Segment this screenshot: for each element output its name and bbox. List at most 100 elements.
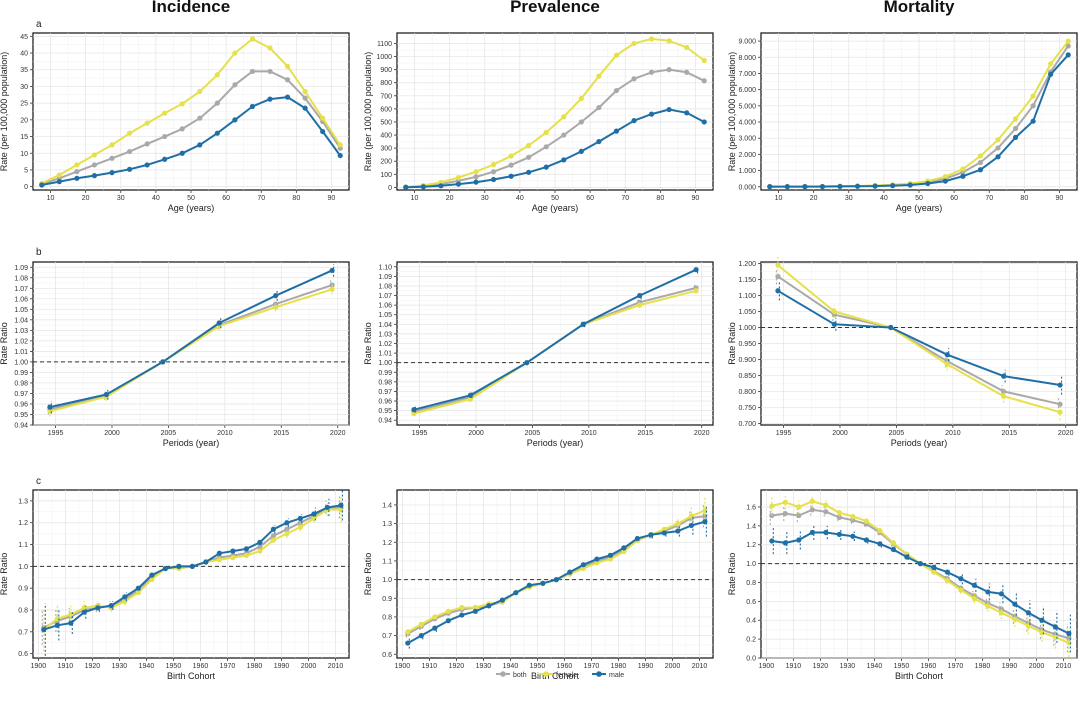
x-tick-label: 2000 xyxy=(665,663,681,670)
x-tick-label: 1980 xyxy=(247,663,263,670)
data-point xyxy=(796,537,802,543)
y-tick-label: 0.900 xyxy=(738,357,756,364)
x-tick-label: 2000 xyxy=(832,430,848,437)
y-tick-label: 0.95 xyxy=(14,412,28,419)
data-point xyxy=(877,541,883,547)
y-tick-label: 1.08 xyxy=(378,283,392,290)
row-letter-c: c xyxy=(36,476,41,487)
y-tick-label: 0.850 xyxy=(738,373,756,380)
y-tick-label: 600 xyxy=(380,106,392,113)
data-point xyxy=(661,530,667,536)
y-axis-title: Rate Ratio xyxy=(727,322,737,365)
data-point xyxy=(508,162,514,168)
data-point xyxy=(621,545,627,551)
data-point xyxy=(890,183,896,189)
y-tick-label: 0.8 xyxy=(746,580,756,587)
data-point xyxy=(135,585,141,591)
data-point xyxy=(995,154,1001,160)
data-point xyxy=(1012,116,1019,122)
panel-a-mortality: 10 20 30 40 50 60 70 80 90 0.000 1.000 2.000 3.000 4.… xyxy=(727,32,1078,213)
y-tick-label: 100 xyxy=(380,172,392,179)
data-point xyxy=(249,103,256,110)
x-axis-title: Birth Cohort xyxy=(167,671,216,681)
x-tick-label: 1940 xyxy=(867,663,883,670)
data-point xyxy=(179,126,185,132)
data-point xyxy=(917,561,923,567)
data-point xyxy=(109,155,115,161)
data-point xyxy=(432,614,438,620)
x-tick-label: 70 xyxy=(257,195,265,202)
data-point xyxy=(418,621,424,628)
y-tick-label: 5 xyxy=(24,167,28,174)
series-line xyxy=(413,268,697,411)
legend-label-both: both xyxy=(513,672,527,679)
data-point xyxy=(823,529,829,536)
data-point xyxy=(490,169,497,175)
chart-panels: 10 20 30 40 50 60 70 80 90051015202530354045Age … xyxy=(0,32,1078,681)
y-tick-label: 8.000 xyxy=(738,55,756,62)
data-point xyxy=(995,145,1001,151)
y-axis-title: Rate (per 100,000 population) xyxy=(0,52,9,172)
data-point xyxy=(767,184,773,190)
data-point xyxy=(526,154,532,160)
data-point xyxy=(230,555,236,561)
data-point xyxy=(216,320,222,326)
x-tick-label: 1970 xyxy=(948,663,964,670)
x-tick-label: 70 xyxy=(985,195,993,202)
data-point xyxy=(203,559,209,565)
data-point xyxy=(775,288,781,294)
y-tick-label: 900 xyxy=(380,67,392,74)
series-both xyxy=(403,67,707,190)
y-axis: 0.700 0.750 0.800 0.850 0.900 0.950 1.000 1.050… xyxy=(738,261,1077,428)
y-tick-label: 1.07 xyxy=(378,293,392,300)
data-point xyxy=(103,391,109,398)
data-point xyxy=(578,119,584,125)
legend-label-female: female xyxy=(556,672,577,679)
series-male xyxy=(405,506,708,649)
data-point xyxy=(126,166,133,172)
y-tick-label: 45 xyxy=(20,34,28,41)
y-tick-label: 1.01 xyxy=(14,349,28,356)
panel-a-incidence: 10 20 30 40 50 60 70 80 90 0 5 10 15 20 25 30 35 40 45 Age … xyxy=(0,32,350,213)
data-point xyxy=(232,117,238,123)
y-tick-label: 1.3 xyxy=(382,521,392,528)
x-tick-label: 1990 xyxy=(274,663,290,670)
data-point xyxy=(567,569,573,575)
x-tick-label: 1970 xyxy=(220,663,236,670)
x-tick-label: 2010 xyxy=(328,663,344,670)
data-point xyxy=(1057,409,1063,415)
y-axis-title: Rate Ratio xyxy=(0,322,9,365)
y-tick-label: 5.000 xyxy=(738,103,756,110)
series-line xyxy=(41,38,342,185)
series-both xyxy=(39,68,343,187)
x-tick-label: 1960 xyxy=(193,663,209,670)
y-tick-label: 7.000 xyxy=(738,71,756,78)
data-point xyxy=(320,115,326,121)
x-tick-label: 1930 xyxy=(840,663,856,670)
data-point xyxy=(971,582,977,588)
data-point xyxy=(267,68,273,75)
data-point xyxy=(701,57,707,64)
data-point xyxy=(648,532,654,538)
x-tick-label: 1910 xyxy=(786,663,802,670)
data-point xyxy=(144,141,150,147)
data-point xyxy=(144,120,150,126)
y-tick-label: 1.4 xyxy=(382,502,392,509)
x-tick-label: 1960 xyxy=(557,663,573,670)
data-point xyxy=(420,184,426,190)
x-tick-label: 2000 xyxy=(1029,663,1045,670)
x-tick-label: 2010 xyxy=(1056,663,1072,670)
data-point xyxy=(802,184,808,190)
y-tick-label: 0.700 xyxy=(738,421,756,428)
x-tick-label: 60 xyxy=(950,195,958,202)
data-point xyxy=(819,184,826,190)
x-tick-label: 10 xyxy=(47,195,55,202)
panel-b-mortality: 1995 2000 2005 2010 2015 20200.7000.7500.8000… xyxy=(727,255,1078,448)
data-point xyxy=(95,605,101,611)
data-point xyxy=(455,174,462,181)
data-point xyxy=(836,514,842,520)
y-tick-label: 0.97 xyxy=(378,389,392,396)
series-line xyxy=(49,269,333,409)
data-point xyxy=(621,549,627,555)
